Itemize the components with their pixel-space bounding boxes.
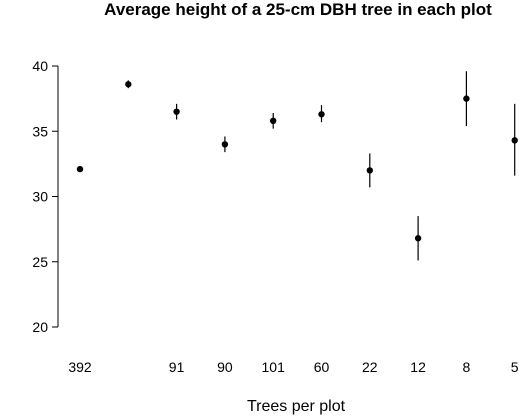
x-axis-tick-label: 12	[410, 359, 426, 375]
x-axis-tick-label: 101	[262, 359, 286, 375]
data-point	[270, 117, 277, 125]
x-axis-label: Trees per plot	[247, 398, 346, 415]
data-point	[318, 111, 325, 118]
x-axis-tick-labels: 392 91 90 101 60 22 12 8 5	[68, 359, 518, 375]
x-axis-tick-label: 22	[362, 359, 378, 375]
data-point	[414, 235, 422, 242]
data-point	[125, 81, 132, 88]
x-axis-tick-label: 5	[511, 359, 519, 375]
data-point	[221, 141, 229, 148]
data-point	[76, 165, 84, 173]
x-axis-tick-label: 8	[463, 359, 471, 375]
y-axis: 20 25 30 35 40	[32, 58, 59, 335]
y-axis-tick-label: 30	[32, 189, 48, 205]
x-axis-tick-label: 90	[217, 359, 233, 375]
chart-title: Average height of a 25-cm DBH tree in ea…	[104, 0, 492, 19]
data-point	[173, 108, 180, 115]
y-axis-tick-label: 35	[32, 123, 48, 139]
data-points	[76, 71, 518, 261]
x-axis-tick-label: 60	[314, 359, 330, 375]
y-axis-tick-label: 20	[32, 319, 48, 335]
y-axis-tick-label: 40	[32, 58, 48, 74]
x-axis-tick-label: 392	[68, 359, 92, 375]
x-axis-tick-label: 91	[169, 359, 185, 375]
y-axis-tick-label: 25	[32, 254, 48, 270]
data-point	[511, 137, 518, 144]
data-point	[366, 167, 373, 174]
data-point	[463, 95, 470, 102]
